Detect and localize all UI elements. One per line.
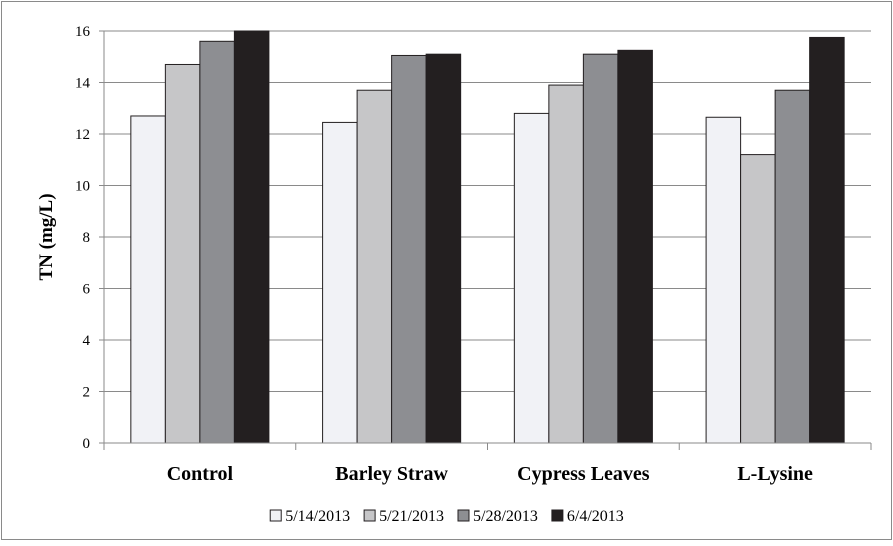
y-tick-label: 16 xyxy=(75,24,91,40)
axes-group xyxy=(99,30,872,450)
bar-control-series-3 xyxy=(199,40,235,444)
legend-item: 5/14/2013 xyxy=(269,508,350,525)
bar-control-series-2 xyxy=(164,63,201,444)
bar-l-lysine-series-2 xyxy=(740,154,776,444)
y-axis-title: TN (mg/L) xyxy=(36,193,57,280)
legend-swatch xyxy=(363,509,376,522)
bar-l-lysine-series-3 xyxy=(774,89,811,444)
legend-swatch xyxy=(457,509,470,522)
x-category-label: Control xyxy=(167,463,234,485)
y-tick-label: 12 xyxy=(75,127,90,143)
bar-l-lysine-series-4 xyxy=(809,36,845,444)
y-tick-label: 14 xyxy=(75,76,91,92)
legend-label: 6/4/2013 xyxy=(567,508,624,525)
y-tick-label: 2 xyxy=(83,385,91,401)
x-category-label: L-Lysine xyxy=(737,463,813,485)
x-category-label: Barley Straw xyxy=(335,463,448,485)
bar-cypress-leaves-series-2 xyxy=(548,84,584,444)
bar-cypress-leaves-series-1 xyxy=(513,112,550,444)
legend-item: 5/21/2013 xyxy=(363,508,444,525)
bar-barley-straw-series-2 xyxy=(356,89,393,444)
y-tick-labels: 0 2 4 6 8 10 12 14 16 xyxy=(75,24,91,452)
bar-cypress-leaves-series-4 xyxy=(617,49,653,444)
bar-barley-straw-series-3 xyxy=(391,54,427,444)
legend-label: 5/14/2013 xyxy=(285,508,350,525)
legend-item: 5/28/2013 xyxy=(457,508,538,525)
legend: 5/14/2013 5/21/2013 5/28/2013 6/4/2013 xyxy=(269,508,624,525)
bar-control-series-4 xyxy=(233,30,270,444)
bar-barley-straw-series-4 xyxy=(425,53,462,444)
category-labels: Control Barley Straw Cypress Leaves L-Lysin… xyxy=(167,463,813,485)
bar-l-lysine-series-1 xyxy=(705,116,742,444)
legend-label: 5/28/2013 xyxy=(473,508,538,525)
legend-item: 6/4/2013 xyxy=(551,508,624,525)
legend-swatch xyxy=(551,509,564,522)
y-tick-label: 10 xyxy=(75,179,90,195)
y-tick-label: 0 xyxy=(83,436,91,452)
bar-barley-straw-series-1 xyxy=(322,121,358,444)
y-tick-label: 8 xyxy=(83,230,91,246)
y-tick-label: 4 xyxy=(83,333,91,349)
bar-control-series-1 xyxy=(130,115,166,444)
x-category-label: Cypress Leaves xyxy=(517,463,650,485)
bar-cypress-leaves-series-3 xyxy=(582,53,619,444)
y-tick-label: 6 xyxy=(83,282,91,298)
bars-group xyxy=(130,30,845,444)
legend-swatch xyxy=(269,509,282,522)
legend-label: 5/21/2013 xyxy=(379,508,444,525)
